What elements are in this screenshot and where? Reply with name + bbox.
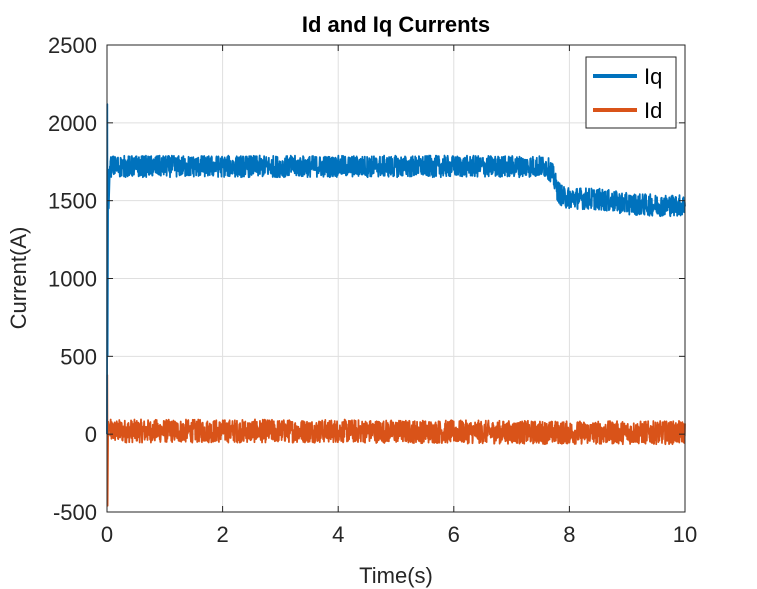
- legend-box: [585, 56, 677, 129]
- x-tick-label: 4: [332, 522, 344, 547]
- y-tick-label: 1000: [48, 267, 97, 292]
- y-tick-label: 500: [60, 344, 97, 369]
- series-layer: [106, 103, 686, 507]
- x-axis-label: Time(s): [359, 563, 433, 588]
- series-line-iq: [106, 103, 686, 435]
- y-tick-label: 0: [85, 422, 97, 447]
- y-tick-label: 2500: [48, 33, 97, 58]
- x-tick-label: 6: [448, 522, 460, 547]
- y-tick-label: 1500: [48, 189, 97, 214]
- legend-label-id: Id: [644, 98, 662, 123]
- legend: Iq Id: [585, 56, 677, 129]
- x-tick-label: 2: [216, 522, 228, 547]
- y-tick-label: 2000: [48, 111, 97, 136]
- y-axis-label: Current(A): [6, 227, 31, 330]
- x-tick-label: 0: [101, 522, 113, 547]
- chart-title: Id and Iq Currents: [302, 12, 490, 37]
- legend-label-iq: Iq: [644, 64, 662, 89]
- ticks: [106, 44, 686, 513]
- x-tick-label: 8: [563, 522, 575, 547]
- y-tick-label: -500: [53, 500, 97, 525]
- series-line-id: [106, 374, 686, 507]
- x-tick-label: 10: [673, 522, 697, 547]
